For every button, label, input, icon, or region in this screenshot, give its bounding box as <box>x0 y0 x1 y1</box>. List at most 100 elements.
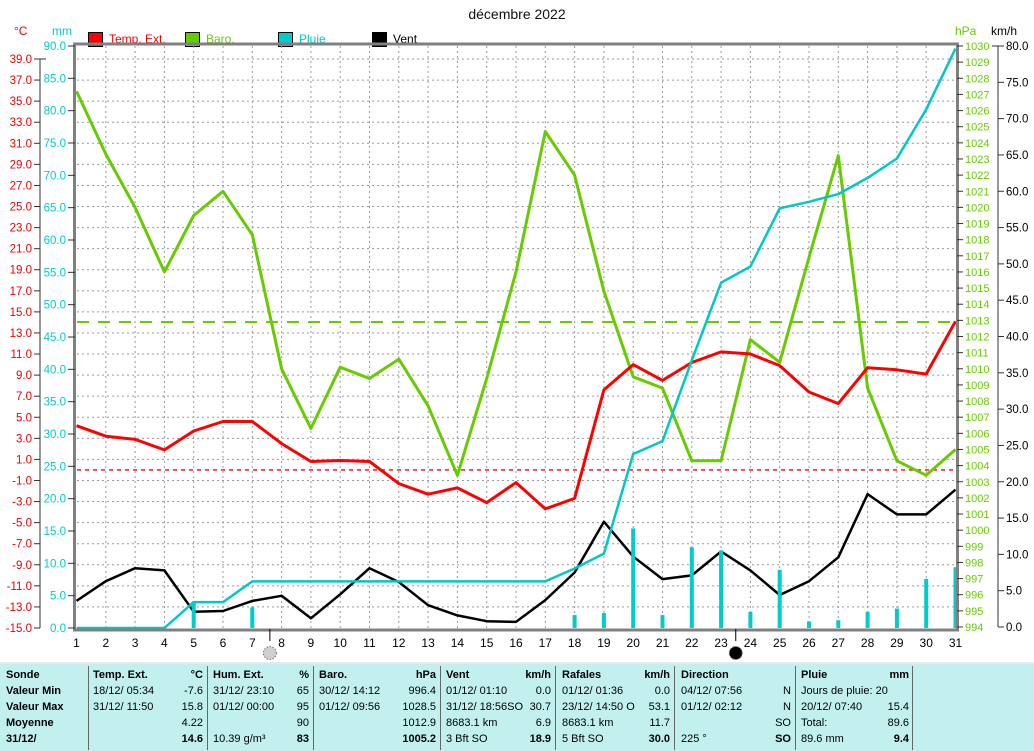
cell: 18.9 <box>529 733 551 745</box>
day-label: 20 <box>627 636 641 650</box>
day-label: 21 <box>656 636 670 650</box>
rain-tick-label: 65.0 <box>44 203 66 215</box>
cell: 89.6 mm <box>801 733 844 745</box>
col-header: Vent <box>446 669 470 681</box>
col-unit: % <box>299 669 309 681</box>
wind-tick-label: 25.0 <box>1006 440 1028 452</box>
col-header: Hum. Ext. <box>213 669 264 681</box>
table-column-rafales: Rafales km/h 01/12/ 01:36 0.0 23/12/ 14:50… <box>562 667 670 747</box>
cell: 30.0 <box>648 733 670 745</box>
temp-tick-label: -9.0 <box>12 560 32 572</box>
rain-tick-label: 25.0 <box>44 461 66 473</box>
col-header: Rafales <box>562 669 602 681</box>
wind-tick-label: 20.0 <box>1006 477 1028 489</box>
temp-tick-label: 39.0 <box>10 54 32 66</box>
baro-tick-label: 1016 <box>965 267 989 279</box>
day-label: 31 <box>949 636 963 650</box>
day-label: 7 <box>249 636 256 650</box>
wind-tick-label: 30.0 <box>1006 404 1028 416</box>
baro-tick-label: 1029 <box>965 57 989 69</box>
cell: 89.6 <box>887 717 909 729</box>
rain-bar-day-26 <box>807 621 811 628</box>
baro-tick-label: 1007 <box>965 412 989 424</box>
day-label: 28 <box>861 636 875 650</box>
cell: 01/12/ 02:12 <box>681 701 743 713</box>
table-divider <box>795 666 796 750</box>
table-divider <box>207 666 208 750</box>
wind-tick-label: 15.0 <box>1006 513 1028 525</box>
baro-tick-label: 994 <box>965 622 983 634</box>
baro-tick-label: 1006 <box>965 428 989 440</box>
baro-tick-label: 1020 <box>965 202 989 214</box>
cell: 9.4 <box>893 733 909 745</box>
rain-tick-label: 0.0 <box>50 623 66 635</box>
cell: 3 Bft SO <box>446 733 488 745</box>
cell: 01/12/ 00:00 <box>213 701 275 713</box>
day-label: 30 <box>920 636 934 650</box>
baro-axis-unit: hPa <box>955 24 977 38</box>
rain-tick-label: 15.0 <box>44 526 66 538</box>
table-column-baro: Baro. hPa 30/12/ 14:12 996.4 01/12/ 09:56 1… <box>319 667 436 747</box>
wind-tick-label: 35.0 <box>1006 368 1028 380</box>
wind-tick-label: 50.0 <box>1006 259 1028 271</box>
cell: Jours de pluie: 20 <box>801 685 888 697</box>
day-label: 2 <box>102 636 109 650</box>
day-label: 4 <box>161 636 168 650</box>
cell: 30.7 <box>529 701 551 713</box>
table-divider <box>912 666 913 750</box>
rain-bar-day-23 <box>719 550 724 628</box>
full-moon-icon <box>262 629 277 660</box>
wind-tick-label: 10.0 <box>1006 549 1028 561</box>
cell: 01/12/ 09:56 <box>319 701 381 713</box>
temp-tick-label: 37.0 <box>10 75 32 87</box>
cell: 15.8 <box>181 701 203 713</box>
rain-tick-label: 45.0 <box>44 332 66 344</box>
day-label: 8 <box>278 636 285 650</box>
temp-tick-label: 13.0 <box>10 328 32 340</box>
baro-tick-label: 1018 <box>965 235 989 247</box>
baro-tick-label: 997 <box>965 574 983 586</box>
cell: 65 <box>296 685 309 697</box>
wind-tick-label: 55.0 <box>1006 223 1028 235</box>
cell: 14.6 <box>181 733 203 745</box>
cell: 95 <box>296 701 309 713</box>
rain-tick-label: 5.0 <box>50 591 66 603</box>
table-divider <box>440 666 441 750</box>
temp-tick-label: 23.0 <box>10 223 32 235</box>
day-label: 3 <box>132 636 139 650</box>
wind-tick-label: 40.0 <box>1006 332 1028 344</box>
new-moon-icon <box>728 629 743 660</box>
rain-axis: 90.0 85.0 80.0 75.0 70.0 65.0 60.0 55.0 50.0 45.0… <box>44 41 75 635</box>
temp-tick-label: 15.0 <box>10 307 32 319</box>
baro-tick-label: 1022 <box>965 170 989 182</box>
day-label: 22 <box>685 636 699 650</box>
row-label-today: 31/12/ <box>6 733 37 745</box>
row-label-min: Valeur Min <box>6 685 62 697</box>
temp-tick-label: -3.0 <box>12 497 32 509</box>
temp-tick-label: -11.0 <box>7 581 32 593</box>
baro-tick-label: 1004 <box>965 461 989 473</box>
cell: 04/12/ 07:56 <box>681 685 743 697</box>
baro-tick-label: 1013 <box>965 315 989 327</box>
table-column-vent: Vent km/h 01/12/ 01:10 0.0 31/12/ 18:56SO 3… <box>446 667 551 747</box>
cell: SO <box>775 717 791 729</box>
day-label: 25 <box>773 636 787 650</box>
temp-tick-label: 1.0 <box>16 454 32 466</box>
wind-tick-label: 65.0 <box>1006 150 1028 162</box>
wind-tick-label: 60.0 <box>1006 186 1028 198</box>
baro-tick-label: 1010 <box>965 364 989 376</box>
temp-axis-unit: °C <box>14 24 28 38</box>
temp-tick-label: -1.0 <box>12 475 32 487</box>
baro-tick-label: 1011 <box>965 348 989 360</box>
temp-tick-label: -5.0 <box>12 518 32 530</box>
rain-tick-label: 70.0 <box>44 170 66 182</box>
cell: 20/12/ 07:40 <box>801 701 863 713</box>
baro-tick-label: 995 <box>965 606 983 618</box>
day-label: 6 <box>220 636 227 650</box>
rain-bar-day-27 <box>836 620 841 628</box>
baro-tick-label: 1015 <box>965 283 989 295</box>
col-unit: hPa <box>415 669 436 681</box>
vent-line <box>75 488 957 624</box>
baro-tick-label: 1028 <box>965 73 989 85</box>
